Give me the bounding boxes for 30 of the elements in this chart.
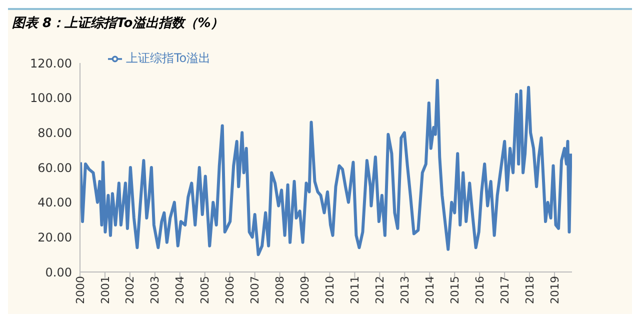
x-tick-label: 2016 [473, 276, 486, 304]
y-tick-label: 120.00 [30, 56, 72, 70]
x-tick-label: 2017 [498, 276, 512, 304]
x-tick-label: 2018 [523, 276, 536, 304]
x-tick-label: 2012 [374, 276, 387, 304]
x-tick-label: 2005 [198, 276, 212, 304]
y-tick-label: 60.00 [38, 160, 72, 175]
y-tick-label: 80.00 [38, 126, 72, 140]
x-tick-label: 2011 [348, 276, 362, 304]
x-tick-label: 2004 [174, 276, 187, 304]
x-tick-label: 2002 [124, 276, 137, 304]
x-tick-label: 2007 [248, 276, 262, 304]
x-tick-label: 2019 [548, 276, 562, 304]
x-tick-label: 2009 [298, 276, 312, 304]
line-series [80, 78, 572, 256]
y-tick-label: 100.00 [30, 91, 72, 106]
x-tick-label: 2008 [274, 276, 287, 304]
x-tick-label: 2014 [423, 276, 436, 304]
x-tick-label: 2015 [448, 276, 462, 304]
y-tick-label: 40.00 [38, 196, 72, 210]
x-tick-label: 2003 [148, 276, 162, 304]
x-tick-label: 2013 [398, 276, 412, 304]
x-tick-label: 2006 [224, 276, 237, 304]
legend-label: 上证综指To溢出 [126, 51, 211, 65]
y-tick-label: 0.00 [45, 265, 72, 280]
y-tick-label: 20.00 [38, 230, 72, 244]
x-tick-label: 2001 [98, 276, 112, 304]
x-tick-label: 2000 [74, 276, 87, 304]
x-tick-label: 2010 [324, 276, 337, 304]
chart-title: 图表 8：上证综指To溢出指数（%） [8, 8, 632, 36]
